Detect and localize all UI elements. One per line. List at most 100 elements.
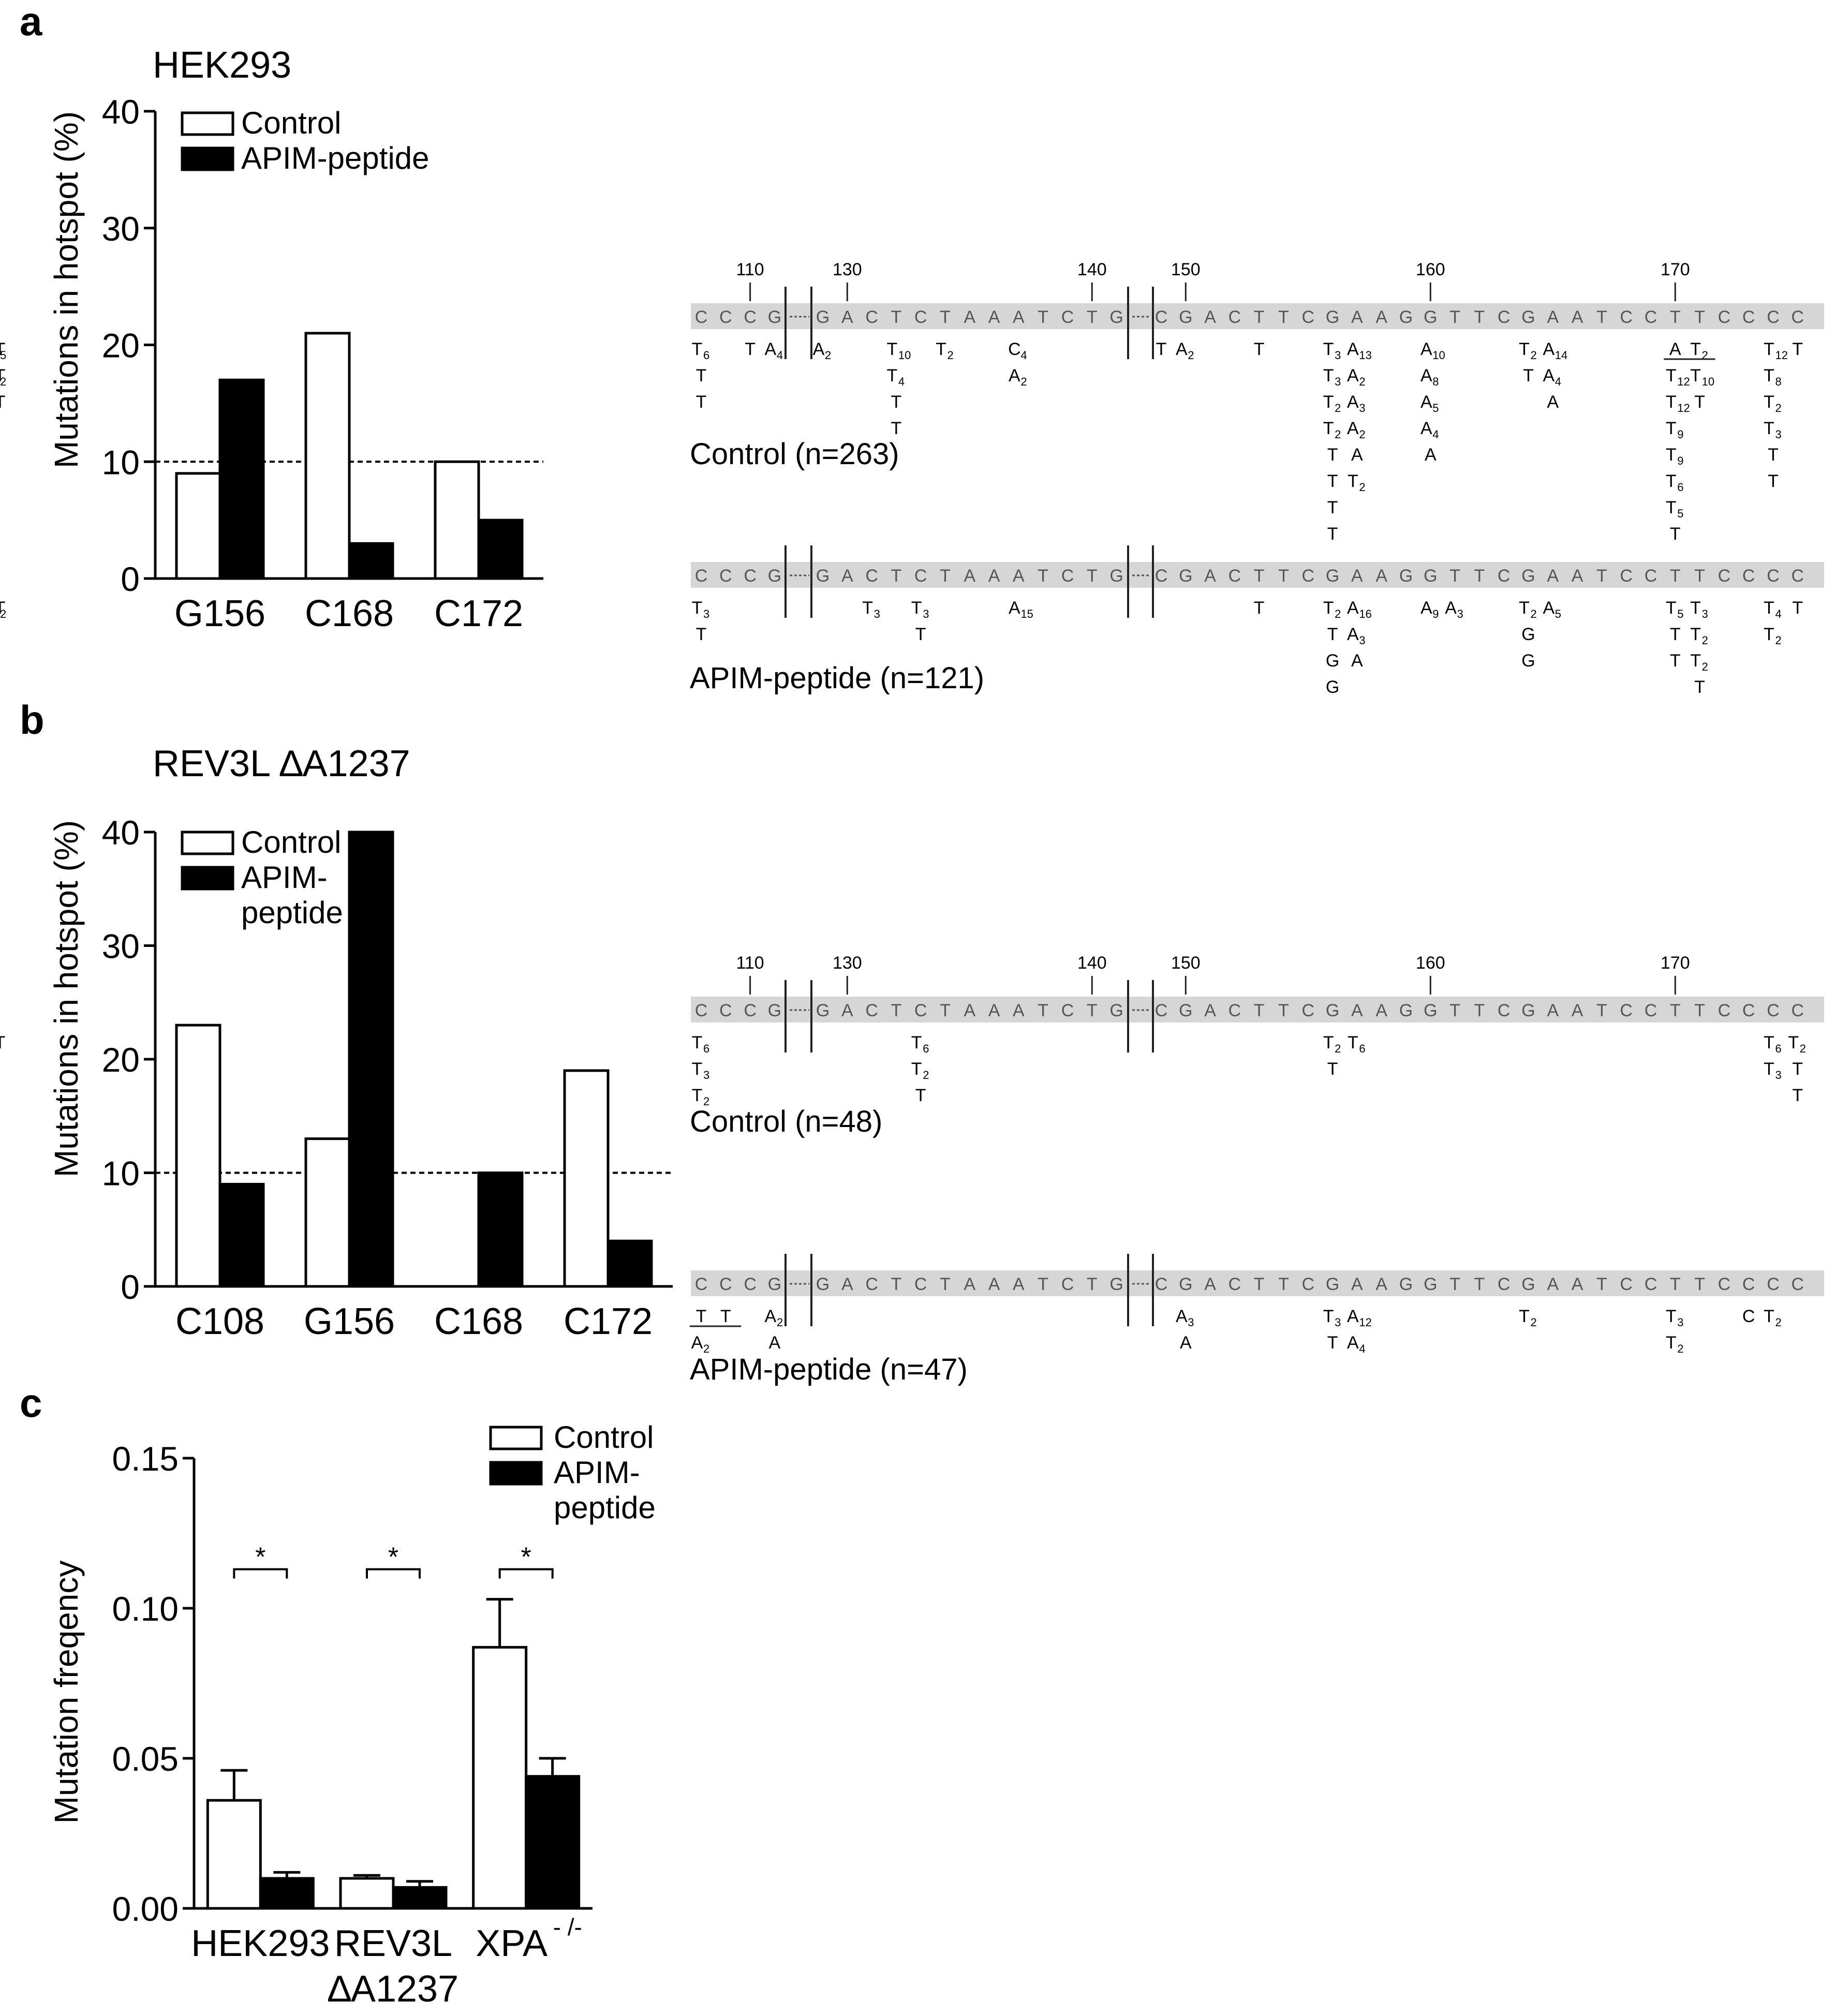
- mutation-base: T: [720, 1307, 731, 1326]
- chart-c-legend: Control APIM- peptide: [489, 1420, 656, 1525]
- mutation-base: A: [1347, 419, 1359, 438]
- base: A: [1572, 1274, 1583, 1294]
- mutation-base: T: [1156, 339, 1167, 359]
- mutation-count: 2: [1531, 1316, 1537, 1329]
- mutation-base: A: [1543, 598, 1554, 618]
- base: G: [1424, 566, 1437, 586]
- position-label: 150: [1171, 260, 1201, 279]
- base: C: [1718, 566, 1731, 586]
- base: C: [1645, 566, 1657, 586]
- y-tick-label: 0.00: [112, 1890, 179, 1928]
- base: C: [914, 566, 927, 586]
- mutation-base: T: [911, 1033, 922, 1053]
- mutation-base: T: [1327, 524, 1338, 544]
- base: A: [1547, 307, 1559, 327]
- position-label: 110: [736, 953, 764, 973]
- base: T: [1038, 1274, 1048, 1294]
- mutation-count: 9: [1432, 607, 1439, 620]
- chart-b-legend: Control APIM- peptide: [181, 825, 343, 930]
- mutation-base: A: [1420, 419, 1432, 438]
- mutation-base: T: [0, 392, 5, 412]
- mutation-base: A: [1543, 366, 1554, 386]
- mutation-base: T: [1519, 598, 1530, 618]
- base: T: [1474, 1001, 1485, 1020]
- base: A: [841, 1001, 853, 1020]
- mutation-base: T: [0, 392, 5, 412]
- bar-control-hek293: [206, 1799, 262, 1910]
- base: A: [841, 566, 853, 586]
- mutation-base: T: [1792, 1086, 1803, 1105]
- x-tick-label: G156: [174, 593, 265, 634]
- base: C: [1620, 1001, 1633, 1020]
- mutation-count: 4: [1555, 375, 1561, 388]
- mutation-count: 9: [1677, 454, 1683, 467]
- mutation-base: T: [1666, 1307, 1677, 1326]
- legend-apim-swatch: [181, 146, 234, 171]
- base: C: [1767, 566, 1780, 586]
- base: C: [695, 1274, 708, 1294]
- mutation-base: T: [696, 392, 707, 412]
- base: A: [988, 566, 1000, 586]
- base: C: [1155, 1274, 1168, 1294]
- mutation-base: T: [1690, 651, 1701, 671]
- mutation-base: T: [1519, 1307, 1530, 1326]
- base: T: [1449, 1001, 1460, 1020]
- base: C: [744, 1274, 757, 1294]
- mutation-base: G: [1521, 651, 1535, 671]
- mutation-base: T: [1764, 392, 1774, 412]
- mutation-base: T: [1666, 498, 1677, 517]
- base: T: [891, 566, 902, 586]
- significance-star: *: [388, 1543, 398, 1573]
- mutation-base: T: [1323, 598, 1334, 618]
- base: A: [1375, 307, 1387, 327]
- y-tick-label: 20: [102, 1041, 140, 1079]
- mutation-count: 8: [1775, 375, 1782, 388]
- mutation-base: G: [1326, 677, 1339, 697]
- base: C: [1791, 1274, 1804, 1294]
- mutation-base: T: [891, 419, 902, 438]
- bar-control-c168: [304, 332, 351, 580]
- mutation-base: T: [1348, 1033, 1358, 1053]
- base: G: [1399, 1274, 1413, 1294]
- base: T: [1670, 1274, 1681, 1294]
- base: C: [865, 1274, 878, 1294]
- base: C: [1228, 566, 1241, 586]
- mutation-base: T: [1690, 339, 1701, 359]
- mutation-count: 2: [1702, 660, 1708, 673]
- base: C: [865, 1001, 878, 1020]
- base: G: [1399, 307, 1413, 327]
- mutation-count: 3: [1457, 607, 1463, 620]
- mutation-base: T: [1254, 339, 1265, 359]
- sequence-band: [691, 1270, 1824, 1296]
- mutation-base: T: [1694, 392, 1705, 412]
- mutation-base: T: [1327, 498, 1338, 517]
- base: A: [1351, 1274, 1363, 1294]
- base: C: [1228, 307, 1241, 327]
- mutation-count: 3: [1335, 375, 1341, 388]
- sequence-band: [691, 997, 1824, 1022]
- mutation-count: 2: [1335, 428, 1341, 441]
- mutation-count: 6: [703, 1042, 709, 1055]
- mutation-base: A: [813, 339, 825, 359]
- mutation-count: 2: [1335, 607, 1341, 620]
- mutation-count: 6: [703, 349, 709, 362]
- position-label: 140: [1077, 953, 1107, 973]
- mutation-base: T: [1323, 419, 1334, 438]
- mutation-base: A: [1420, 339, 1432, 359]
- mutation-count: 6: [1775, 1042, 1782, 1055]
- base: C: [1498, 1274, 1511, 1294]
- mutation-base: A: [1420, 392, 1432, 412]
- mutation-count: 3: [1359, 402, 1365, 414]
- mutation-base: C: [1742, 1307, 1755, 1326]
- mutation-base: A: [1347, 1333, 1359, 1353]
- mutation-base: T: [692, 339, 703, 359]
- position-label: 140: [1077, 260, 1107, 279]
- mutation-count: 4: [1432, 428, 1439, 441]
- mutation-count: 2: [1531, 349, 1537, 362]
- mutation-base: T: [1666, 366, 1677, 386]
- mutation-base: T: [1670, 524, 1681, 544]
- base: C: [1742, 566, 1755, 586]
- mutation-count: 2: [1359, 481, 1365, 494]
- mutation-base: A: [1009, 366, 1020, 386]
